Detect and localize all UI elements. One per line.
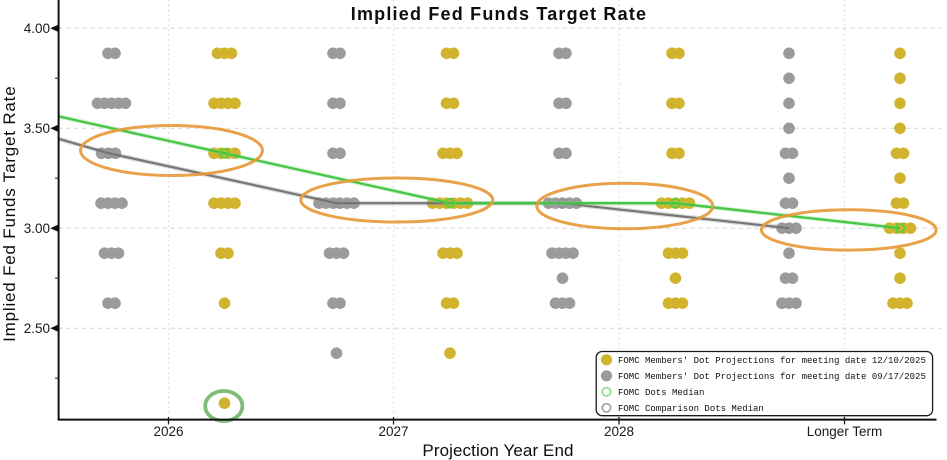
svg-text:2.50: 2.50 [24, 321, 50, 336]
svg-text:3.50: 3.50 [24, 121, 50, 136]
svg-text:FOMC Dots Median: FOMC Dots Median [618, 388, 704, 398]
svg-text:Implied Fed Funds Target Rate: Implied Fed Funds Target Rate [351, 4, 648, 24]
svg-text:Longer Term: Longer Term [807, 424, 883, 439]
svg-text:3.00: 3.00 [24, 221, 50, 236]
svg-text:4.00: 4.00 [24, 21, 50, 36]
svg-text:Implied Fed Funds Target Rate: Implied Fed Funds Target Rate [0, 86, 19, 342]
svg-text:FOMC Comparison Dots Median: FOMC Comparison Dots Median [618, 404, 764, 414]
svg-text:2026: 2026 [153, 424, 183, 439]
svg-text:FOMC Members' Dot Projections: FOMC Members' Dot Projections for meetin… [618, 372, 926, 382]
svg-text:2027: 2027 [378, 424, 408, 439]
svg-text:Projection Year End: Projection Year End [422, 441, 573, 460]
svg-text:2028: 2028 [604, 424, 634, 439]
svg-text:FOMC Members' Dot Projections: FOMC Members' Dot Projections for meetin… [618, 356, 926, 366]
